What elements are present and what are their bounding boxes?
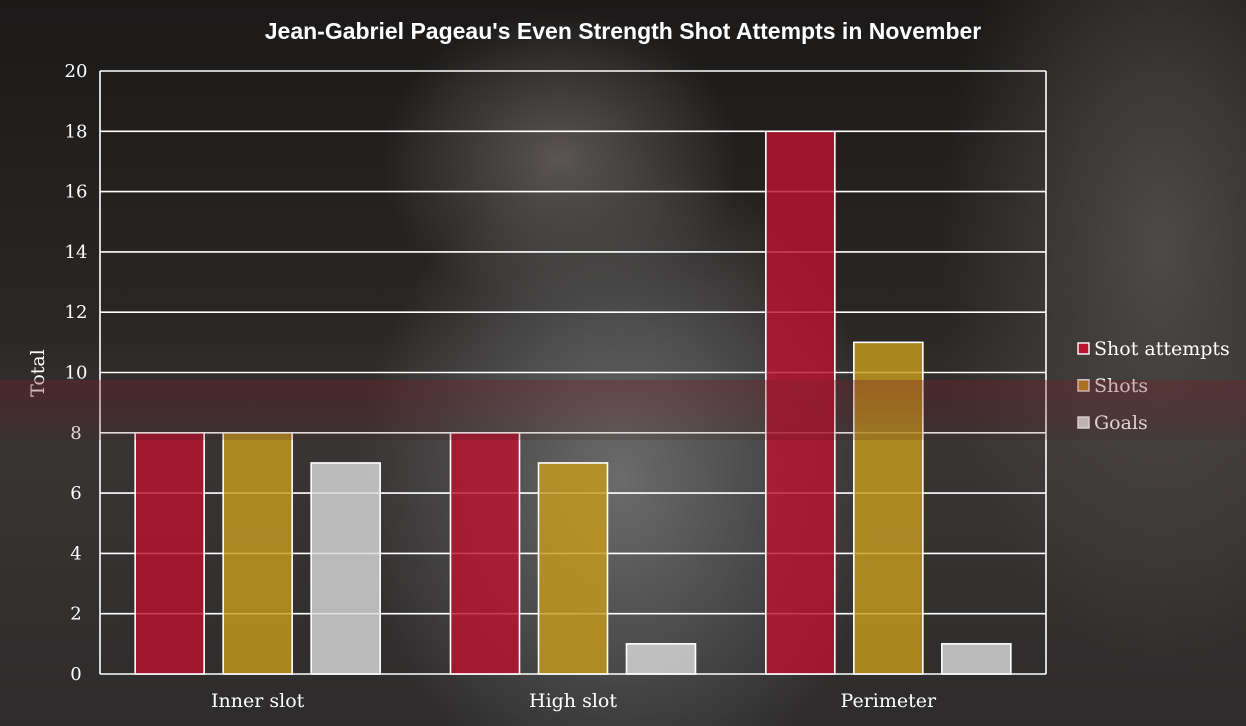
x-category-labels: Inner slot High slot Perimeter (211, 690, 937, 712)
legend-label: Shots (1094, 375, 1148, 397)
y-tick-label: 8 (70, 423, 81, 444)
y-tick-label: 12 (65, 302, 88, 323)
bar-shots (222, 431, 293, 675)
bar-shots (537, 462, 609, 675)
y-tick-label: 20 (65, 61, 88, 82)
y-tick-label: 14 (65, 242, 88, 263)
y-tick-label: 10 (65, 363, 88, 384)
legend-swatch (1077, 379, 1090, 392)
bar-shot-attempts (449, 431, 521, 675)
bar-goals (625, 643, 697, 675)
bar-goals (941, 643, 1012, 675)
y-tick-label: 16 (65, 182, 88, 203)
chart-title: Jean-Gabriel Pageau's Even Strength Shot… (265, 18, 982, 44)
y-tick-label: 6 (70, 483, 81, 504)
bar-goals (310, 462, 381, 675)
x-category-label: Inner slot (211, 690, 305, 712)
bar-shot-attempts (134, 431, 205, 675)
x-category-label: High slot (529, 690, 617, 712)
y-tick-labels: 0 2 4 6 8 10 12 14 16 18 20 (65, 61, 88, 685)
y-tick-label: 0 (70, 664, 81, 685)
legend-swatch (1077, 416, 1090, 429)
bar-shots (853, 341, 924, 675)
bars (134, 130, 1012, 675)
legend: Shot attempts Shots Goals (1077, 338, 1230, 434)
legend-swatch (1077, 342, 1090, 355)
legend-label: Goals (1094, 412, 1148, 434)
y-tick-label: 4 (70, 543, 81, 564)
legend-label: Shot attempts (1094, 338, 1230, 360)
x-category-label: Perimeter (841, 690, 937, 712)
bar-shot-attempts (765, 130, 836, 675)
y-tick-label: 2 (70, 604, 81, 625)
y-tick-label: 18 (65, 121, 88, 142)
y-axis-label: Total (27, 349, 49, 397)
